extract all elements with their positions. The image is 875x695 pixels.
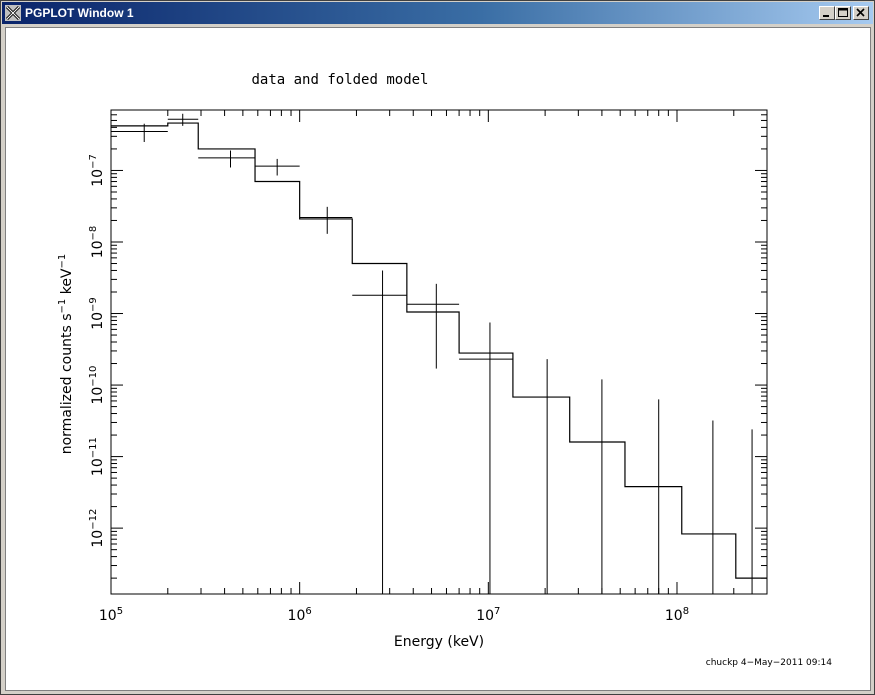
folded-model-line (111, 122, 767, 579)
y-axis-label: normalized counts s−1 keV−1 (57, 254, 75, 455)
data-point (512, 359, 570, 595)
minimize-icon (823, 15, 829, 17)
data-point (459, 322, 513, 594)
data-point (299, 206, 353, 234)
y-tick-label: 10−12 (88, 509, 106, 548)
y-tick-label: 10−7 (88, 154, 106, 187)
data-point (198, 150, 256, 168)
x-axis-label: Energy (keV) (394, 634, 484, 650)
chart-title: data and folded model (251, 72, 428, 88)
plot-frame (110, 109, 768, 595)
pgplot-app-icon[interactable] (5, 5, 21, 21)
x-tick-label: 108 (665, 606, 689, 624)
y-tick-label: 10−8 (88, 226, 106, 259)
maximize-icon (838, 8, 848, 17)
y-tick-label: 10−11 (88, 437, 106, 476)
x-tick-label: 106 (288, 606, 312, 624)
x-tick-label: 105 (99, 606, 123, 624)
data-point (569, 379, 625, 595)
title-bar[interactable]: PGPLOT Window 1 (2, 2, 873, 24)
y-tick-label: 10−9 (88, 297, 106, 330)
data-point (735, 429, 767, 595)
x-tick-label: 107 (476, 606, 500, 624)
window-title: PGPLOT Window 1 (25, 6, 134, 20)
data-point (352, 270, 407, 594)
data-point (167, 113, 199, 126)
maximize-button[interactable] (835, 6, 851, 20)
close-button[interactable] (853, 6, 869, 20)
y-tick-label: 10−10 (88, 366, 106, 405)
data-point (406, 283, 460, 369)
spectrum-plot: data and folded model 105 106 107 108 10−7 1… (57, 72, 832, 668)
minimize-button[interactable] (819, 6, 835, 20)
data-point (681, 420, 736, 595)
close-icon (856, 8, 865, 17)
data-point (255, 158, 300, 176)
data-point (624, 399, 682, 595)
data-point (111, 123, 168, 142)
plot-canvas: data and folded model 105 106 107 108 10−7 1… (5, 27, 871, 691)
footer-stamp: chuckp 4−May−2011 09:14 (706, 658, 832, 668)
